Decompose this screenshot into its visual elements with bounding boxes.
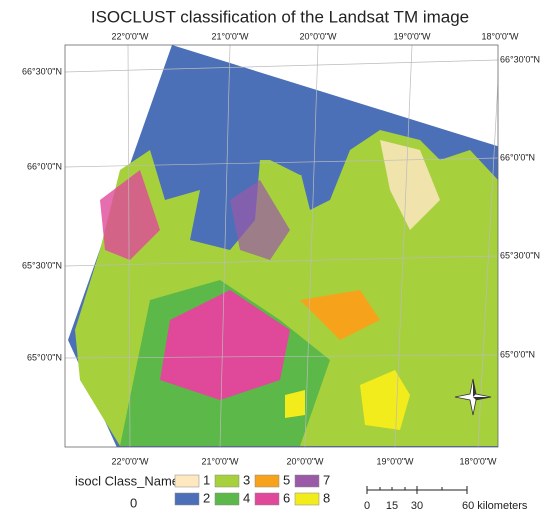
land-7 bbox=[230, 180, 290, 260]
legend-swatch bbox=[214, 492, 240, 506]
scale-bar bbox=[366, 486, 468, 494]
latitude-label: 65°0'0"N bbox=[27, 352, 62, 362]
latitude-label: 65°0'0"N bbox=[500, 349, 535, 359]
land-8b bbox=[285, 390, 305, 418]
graticule bbox=[394, 45, 413, 447]
legend-swatch bbox=[214, 474, 240, 488]
legend-label: 6 bbox=[283, 490, 290, 505]
longitude-label: 18°0'0"W bbox=[459, 456, 497, 466]
longitude-label: 20°0'0"W bbox=[299, 31, 337, 41]
longitude-label: 21°0'0"W bbox=[201, 456, 239, 466]
graticule bbox=[477, 75, 498, 447]
legend-swatch bbox=[174, 474, 200, 488]
latitude-label: 65°30'0"N bbox=[22, 260, 62, 270]
graticule bbox=[65, 157, 498, 168]
map-image bbox=[65, 45, 498, 447]
scale-label: 60 kilometers bbox=[462, 500, 528, 512]
graticule bbox=[304, 45, 319, 447]
legend-swatch bbox=[254, 474, 280, 488]
latitude-label: 66°0'0"N bbox=[500, 152, 535, 162]
longitude-label: 18°0'0"W bbox=[481, 31, 519, 41]
land-6 bbox=[160, 290, 290, 400]
land-1 bbox=[380, 140, 440, 230]
longitude-label: 20°0'0"W bbox=[286, 456, 324, 466]
longitude-label: 21°0'0"W bbox=[211, 31, 249, 41]
legend-label: 8 bbox=[323, 490, 330, 505]
graticule bbox=[219, 45, 231, 447]
legend-label: 2 bbox=[203, 490, 210, 505]
fjord bbox=[235, 120, 340, 175]
latitude-label: 65°30'0"N bbox=[500, 250, 540, 260]
graticule bbox=[65, 354, 498, 359]
legend-label: 7 bbox=[323, 472, 330, 487]
scale-label: 30 bbox=[411, 500, 423, 512]
latitude-label: 66°30'0"N bbox=[500, 54, 540, 64]
graticule bbox=[65, 59, 498, 73]
longitude-label: 22°0'0"W bbox=[111, 31, 149, 41]
longitude-label: 19°0'0"W bbox=[376, 456, 414, 466]
legend-swatch bbox=[254, 492, 280, 506]
longitude-label: 22°0'0"W bbox=[111, 456, 149, 466]
map-title: ISOCLUST classification of the Landsat T… bbox=[91, 7, 469, 26]
latitude-label: 66°0'0"N bbox=[27, 161, 62, 171]
legend-swatch bbox=[294, 492, 320, 506]
legend-label: 5 bbox=[283, 472, 290, 487]
graticule bbox=[127, 45, 131, 447]
legend-label: 4 bbox=[243, 490, 250, 505]
legend-swatch bbox=[174, 492, 200, 506]
legend-label: 3 bbox=[243, 472, 250, 487]
longitude-label: 19°0'0"W bbox=[393, 31, 431, 41]
legend-label: 1 bbox=[203, 472, 210, 487]
legend-value: 0 bbox=[130, 495, 137, 510]
land-6b bbox=[100, 170, 160, 260]
graticule bbox=[65, 255, 498, 267]
land-5 bbox=[300, 290, 380, 340]
map-frame bbox=[64, 44, 499, 448]
scale-label: 0 bbox=[364, 500, 370, 512]
legend-swatch bbox=[294, 474, 320, 488]
latitude-label: 66°30'0"N bbox=[22, 66, 62, 76]
legend-field: isocl Class_Name bbox=[75, 473, 179, 488]
north-arrow bbox=[454, 378, 492, 416]
scale-label: 15 bbox=[386, 500, 398, 512]
